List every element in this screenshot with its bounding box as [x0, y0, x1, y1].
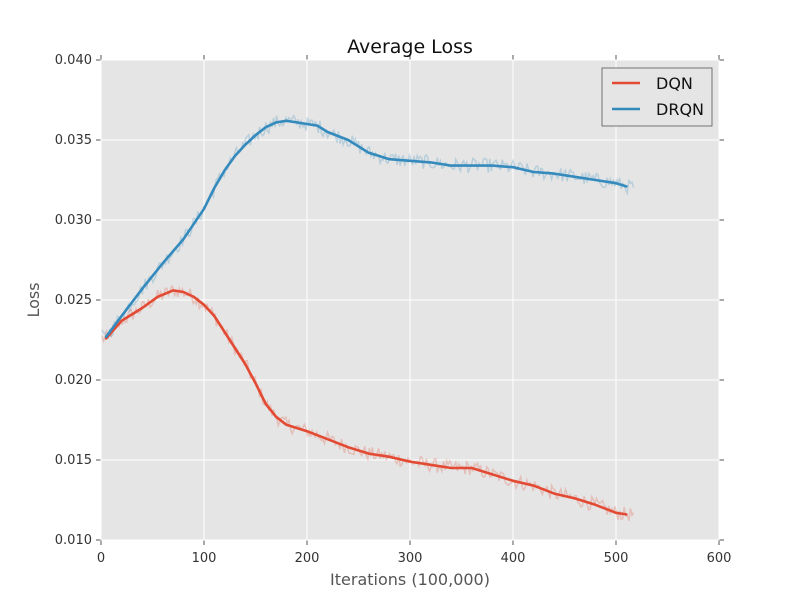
y-tick-label: 0.035	[55, 133, 92, 148]
series-lines	[104, 119, 628, 516]
series-line-dqn	[104, 289, 628, 516]
axis-ticks: 0 100 200 300 400 500 600 0.010 0.015 0.020 0.025 0…	[55, 53, 732, 566]
x-axis-label: Iterations (100,000)	[330, 570, 490, 589]
raw-trace-drqn	[101, 114, 635, 339]
plot-frame	[100, 59, 720, 541]
legend: DQN DRQN	[601, 67, 713, 127]
x-tick-label: 500	[604, 551, 629, 566]
x-tick-label: 400	[501, 551, 526, 566]
series-line-drqn	[104, 119, 628, 339]
x-tick-label: 0	[97, 551, 105, 566]
y-tick-label: 0.040	[55, 53, 92, 68]
x-tick-label: 300	[398, 551, 423, 566]
legend-label-drqn: DRQN	[656, 100, 704, 119]
y-tick-label: 0.030	[55, 213, 92, 228]
x-tick-label: 100	[192, 551, 217, 566]
chart-title: Average Loss	[347, 36, 473, 58]
y-axis-label: Loss	[24, 282, 43, 317]
y-tick-label: 0.010	[55, 533, 92, 548]
legend-box	[601, 67, 713, 127]
y-tick-label: 0.020	[55, 373, 92, 388]
x-tick-label: 200	[295, 551, 320, 566]
y-tick-label: 0.015	[55, 453, 92, 468]
legend-label-dqn: DQN	[656, 74, 693, 93]
y-tick-label: 0.025	[55, 293, 92, 308]
x-tick-label: 600	[707, 551, 732, 566]
